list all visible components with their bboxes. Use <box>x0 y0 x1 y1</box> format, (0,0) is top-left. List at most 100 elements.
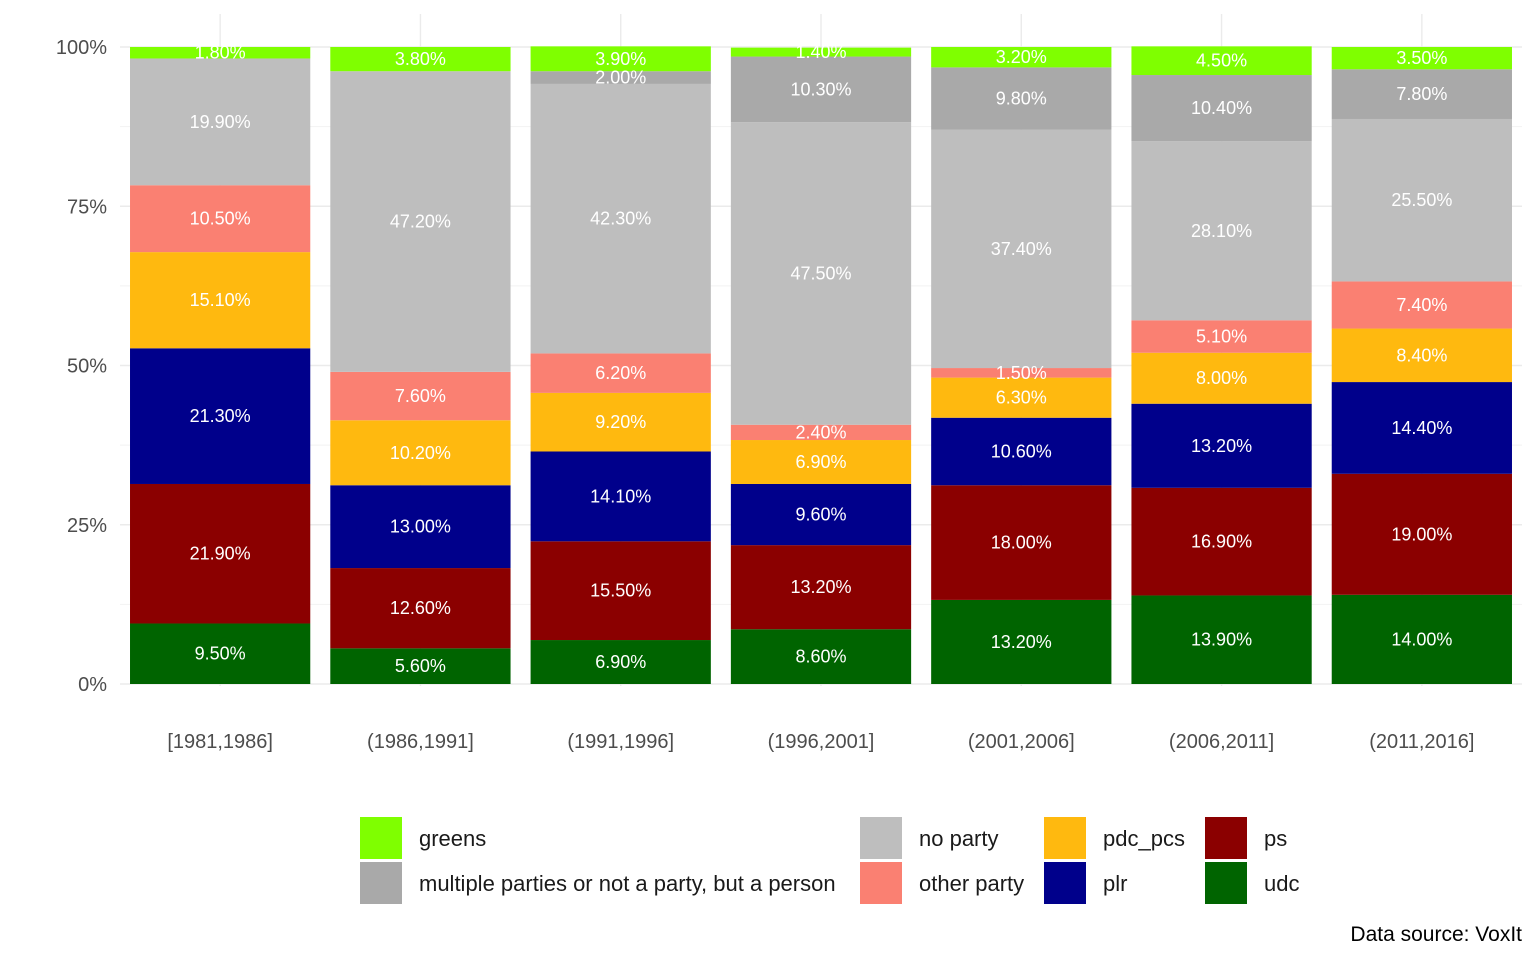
bar-segment-other <box>330 371 511 421</box>
x-tick-label: (2011,2016] <box>1369 731 1474 753</box>
bar-segment-ps <box>330 568 511 649</box>
bar-segment-pdc_pcs <box>730 440 912 484</box>
bar-segment-udc <box>931 599 1112 684</box>
data-label: 3.80% <box>395 49 446 69</box>
data-label: 5.60% <box>395 656 446 676</box>
x-tick-label: (1986,1991] <box>367 731 474 753</box>
data-label: 15.50% <box>590 581 651 601</box>
data-label: 8.40% <box>1396 345 1447 365</box>
data-label: 6.90% <box>795 452 846 472</box>
bar-segment-plr <box>1331 382 1512 474</box>
legend-key <box>860 862 902 904</box>
bar-segment-plr <box>931 417 1112 486</box>
data-label: 9.50% <box>195 644 246 664</box>
data-label: 8.00% <box>1196 368 1247 388</box>
bar-segment-plr <box>1131 403 1312 488</box>
legend-key <box>1205 817 1247 859</box>
bar-stack: 13.20% 18.00% 10.60% 6.30% 1.50% 37.40% 9.80% 3… <box>931 47 1112 684</box>
bar-segment-plr <box>530 451 711 542</box>
data-label: 1.40% <box>795 42 846 62</box>
data-label: 10.50% <box>190 209 251 229</box>
data-label: 1.50% <box>996 363 1047 383</box>
data-label: 7.80% <box>1396 84 1447 104</box>
bar-segment-noparty <box>1131 141 1312 321</box>
legend-key <box>1044 817 1086 859</box>
bar-segment-noparty <box>130 58 311 186</box>
legend-item-plr: plr <box>1044 862 1127 904</box>
bar-segment-udc <box>1331 594 1512 684</box>
data-label: 28.10% <box>1191 221 1252 241</box>
legend-label: udc <box>1264 871 1299 896</box>
legend-label: no party <box>919 826 999 851</box>
data-label: 21.90% <box>190 544 251 564</box>
bar-segment-ps <box>130 483 311 624</box>
x-tick-label: (2001,2006] <box>968 731 1075 753</box>
bar-segment-other <box>130 185 311 253</box>
legend-item-ps: ps <box>1205 817 1287 859</box>
bar-stack: 13.90% 16.90% 13.20% 8.00% 5.10% 28.10% 10.40%… <box>1131 46 1312 684</box>
bar-segment-ps <box>530 541 711 641</box>
data-label: 14.10% <box>590 486 651 506</box>
bar-segment-multiple <box>530 71 711 84</box>
bar-segment-other <box>1131 320 1312 353</box>
data-label: 14.00% <box>1391 629 1452 649</box>
bar-stack: 14.00% 19.00% 14.40% 8.40% 7.40% 25.50% 7.80% 3… <box>1331 47 1512 684</box>
y-axis: 0% 25% 50% 75% 100% <box>56 37 107 696</box>
data-label: 13.20% <box>1191 436 1252 456</box>
y-tick-label: 25% <box>67 515 107 537</box>
y-tick-label: 50% <box>67 356 107 378</box>
bar-stack: 8.60% 13.20% 9.60% 6.90% 2.40% 47.50% 10.30% 1.… <box>730 42 912 684</box>
data-label: 21.30% <box>190 406 251 426</box>
bar-segment-noparty <box>730 122 912 425</box>
bar-segment-other <box>931 368 1112 378</box>
legend-item-pdc_pcs: pdc_pcs <box>1044 817 1185 859</box>
legend-item-multiple: multiple parties or not a party, but a p… <box>360 862 836 904</box>
data-label: 13.20% <box>790 577 851 597</box>
data-label: 13.00% <box>390 517 451 537</box>
data-label: 12.60% <box>390 598 451 618</box>
bar-segment-udc <box>130 623 311 684</box>
caption: Data source: VoxIt <box>1350 923 1522 946</box>
bars: 9.50% 21.90% 21.30% 15.10% 10.50% 19.90% 1.80%… <box>130 42 1512 684</box>
bar-segment-multiple <box>730 56 912 123</box>
bar-segment-greens <box>730 47 912 57</box>
legend-key <box>1205 862 1247 904</box>
x-tick-label: (2006,2011] <box>1169 731 1274 753</box>
bar-stack: 9.50% 21.90% 21.30% 15.10% 10.50% 19.90% 1.80% <box>130 43 311 684</box>
legend-label: multiple parties or not a party, but a p… <box>419 871 836 896</box>
data-label: 2.00% <box>595 68 646 88</box>
bar-segment-udc <box>1131 595 1312 684</box>
bar-stack: 6.90% 15.50% 14.10% 9.20% 6.20% 42.30% 2.00%3.… <box>530 46 711 684</box>
data-label: 16.90% <box>1191 532 1252 552</box>
data-label: 10.30% <box>790 79 851 99</box>
data-label: 13.20% <box>991 632 1052 652</box>
x-tick-label: (1996,2001] <box>768 731 875 753</box>
bar-segment-pdc_pcs <box>130 252 311 349</box>
data-label: 4.50% <box>1196 51 1247 71</box>
data-label: 19.00% <box>1391 524 1452 544</box>
bar-segment-other <box>530 353 711 393</box>
bar-segment-ps <box>1131 487 1312 596</box>
legend-label: plr <box>1103 871 1127 896</box>
data-label: 37.40% <box>991 239 1052 259</box>
bar-segment-greens <box>1131 46 1312 76</box>
legend-item-udc: udc <box>1205 862 1299 904</box>
data-label: 1.80% <box>195 43 246 63</box>
data-label: 15.10% <box>190 290 251 310</box>
data-label: 3.50% <box>1396 48 1447 68</box>
data-label: 14.40% <box>1391 418 1452 438</box>
data-label: 42.30% <box>590 209 651 229</box>
legend: greens multiple parties or not a party, b… <box>360 817 1299 904</box>
bar-segment-ps <box>730 545 912 630</box>
legend-key <box>860 817 902 859</box>
y-tick-label: 100% <box>56 37 107 59</box>
data-label: 7.40% <box>1396 295 1447 315</box>
bar-segment-pdc_pcs <box>530 392 711 452</box>
legend-item-other: other party <box>860 862 1024 904</box>
y-tick-label: 75% <box>67 196 107 218</box>
bar-segment-ps <box>1331 473 1512 595</box>
data-label: 3.20% <box>996 47 1047 67</box>
bar-stack: 5.60% 12.60% 13.00% 10.20% 7.60% 47.20% 3.80% <box>330 47 511 684</box>
data-label: 47.20% <box>390 212 451 232</box>
bar-segment-pdc_pcs <box>1331 328 1512 383</box>
